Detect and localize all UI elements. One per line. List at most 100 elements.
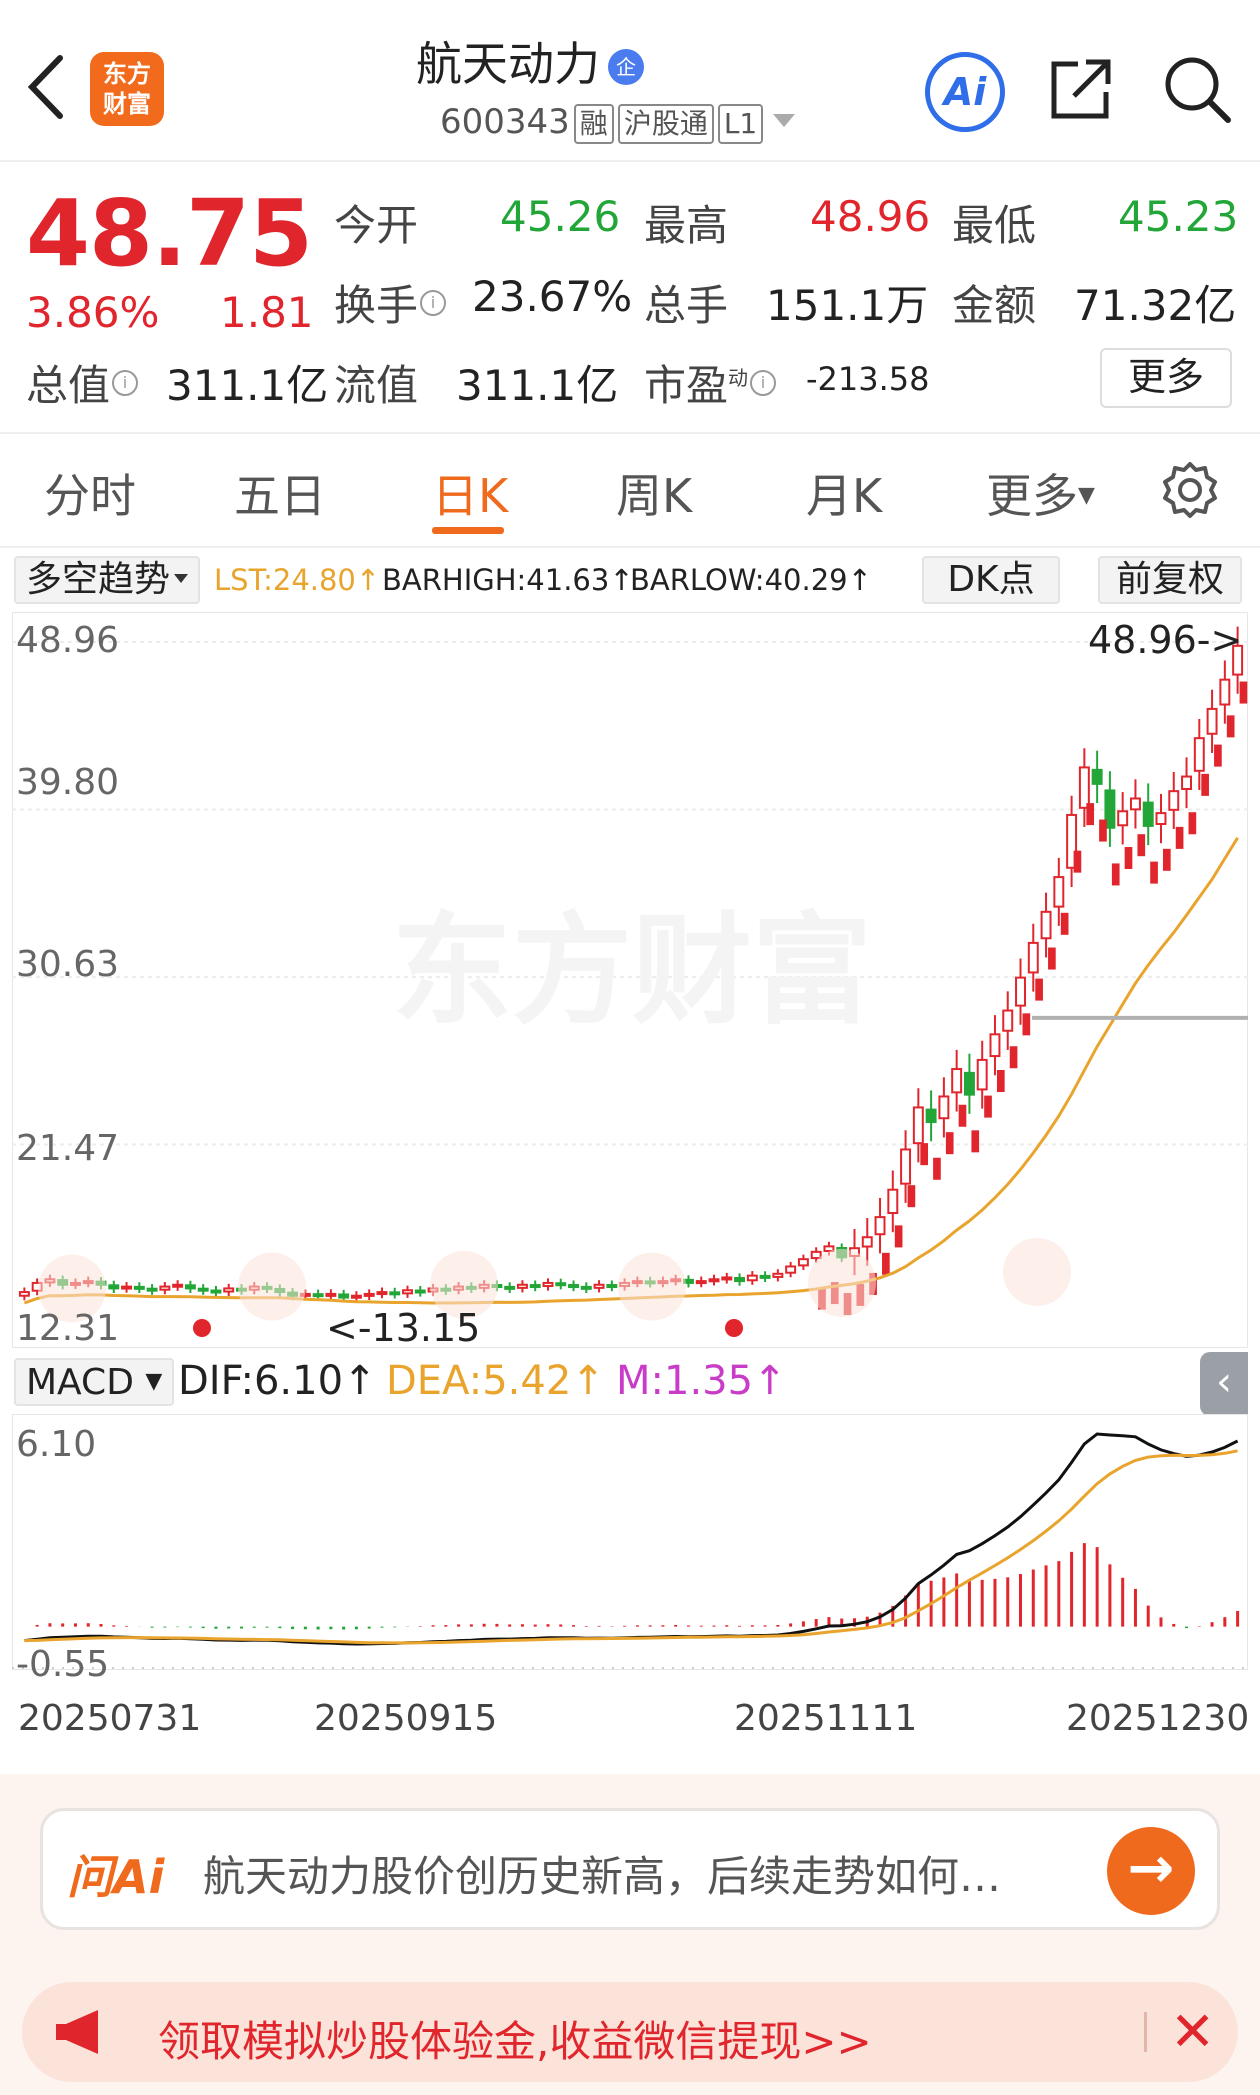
pe-label-text: 市盈 [644, 361, 729, 410]
change-percent: 3.86% [26, 288, 160, 337]
candle [580, 1285, 592, 1290]
m-value: M:1.35↑ [616, 1358, 787, 1404]
candle [695, 1280, 707, 1285]
adjust-button[interactable]: 前复权 [1098, 556, 1242, 604]
candle [389, 1291, 401, 1296]
x-tick: 20250915 [314, 1698, 498, 1739]
trend-marker [1060, 912, 1069, 935]
candle [1117, 810, 1129, 827]
candle [555, 1282, 567, 1287]
trend-marker [920, 1143, 929, 1166]
candle [1206, 707, 1218, 735]
logo-text-2: 财富 [103, 90, 151, 118]
megaphone-icon [56, 2010, 98, 2054]
trend-marker [971, 1130, 980, 1153]
info-icon[interactable]: i [112, 370, 139, 396]
open-value: 45.26 [500, 192, 621, 241]
current-price: 48.75 [26, 180, 313, 287]
tab-five-day[interactable]: 五日 [234, 469, 326, 523]
candle [1015, 976, 1026, 1007]
candle [887, 1188, 899, 1215]
app-logo: 东方 财富 [90, 52, 164, 126]
candle [734, 1276, 746, 1283]
candle [963, 1071, 975, 1096]
candle [989, 1033, 1001, 1058]
turnover-label-text: 换手 [334, 281, 419, 330]
tag-level: L1 [717, 104, 764, 144]
float-label: 流值 [334, 361, 419, 410]
info-icon[interactable]: i [420, 290, 447, 316]
close-icon[interactable]: ✕ [1170, 2000, 1216, 2063]
tab-daily-k[interactable]: 日K [432, 469, 509, 523]
candle [197, 1287, 209, 1292]
min-price-label: <-13.15 [326, 1306, 481, 1350]
barlow-value: BARLOW:40.29↑ [630, 563, 872, 597]
arrow-right-icon[interactable]: → [1107, 1827, 1195, 1915]
share-icon[interactable] [1048, 56, 1114, 122]
navigation-bubble [430, 1250, 498, 1319]
candle [1040, 910, 1052, 940]
candle [938, 1095, 950, 1120]
tab-monthly-k[interactable]: 月K [806, 469, 883, 523]
high-label: 最高 [644, 201, 729, 250]
logo-text-1: 东方 [103, 60, 151, 88]
dk-point-button[interactable]: DK点 [922, 556, 1060, 604]
x-tick: 20250731 [18, 1698, 202, 1739]
chevron-down-icon: ▼ [145, 1369, 163, 1394]
change-value: 1.81 [220, 288, 314, 337]
trend-marker [984, 1095, 992, 1118]
more-quote-button[interactable]: 更多 [1100, 348, 1232, 408]
y-tick: 12.31 [16, 1308, 120, 1349]
barhigh-value: BARHIGH:41.63↑ [382, 563, 634, 597]
indicator-name: 多空趋势 [26, 559, 171, 600]
indicator-select[interactable]: 多空趋势 [14, 556, 201, 604]
candle [912, 1106, 924, 1145]
float-value: 311.1亿 [456, 361, 619, 410]
chevron-down-icon [773, 114, 796, 127]
amount-value: 71.32亿 [1074, 281, 1237, 330]
promo-banner[interactable]: 领取模拟炒股体验金,收益微信提现>> ✕ [22, 1982, 1238, 2082]
ai-ask-logo: 问Ai [67, 1850, 165, 1904]
gear-icon[interactable] [1160, 460, 1220, 520]
macd-selector-label: MACD [26, 1362, 134, 1403]
candle [1193, 737, 1205, 772]
candle [146, 1287, 158, 1292]
ai-button[interactable]: Ai [925, 52, 1005, 132]
candle [1129, 797, 1141, 811]
candle [785, 1265, 797, 1274]
candle [376, 1291, 388, 1296]
trend-marker [958, 1104, 967, 1127]
kline-chart[interactable]: 东方财富 [12, 612, 1248, 1348]
search-icon[interactable] [1160, 52, 1232, 124]
navigation-bubble [1003, 1237, 1071, 1306]
collapse-panel-button[interactable]: ‹ [1200, 1352, 1248, 1416]
promo-text[interactable]: 领取模拟炒股体验金,收益微信提现>> [158, 2017, 872, 2066]
info-icon[interactable]: i [750, 370, 777, 396]
trend-marker [1035, 978, 1043, 1001]
candle [951, 1068, 963, 1094]
trend-marker [1201, 773, 1209, 796]
tab-intraday[interactable]: 分时 [44, 469, 136, 523]
trend-marker [1226, 715, 1235, 738]
stock-code-row[interactable]: 600343 融沪股通 L1 [440, 102, 1000, 144]
pe-value: -213.58 [806, 360, 930, 398]
ai-ask-box[interactable]: 问Ai 航天动力股价创历史新高，后续走势如何… → [40, 1808, 1220, 1930]
macd-select[interactable]: MACD ▼ [14, 1358, 175, 1406]
trend-marker [1022, 1013, 1031, 1036]
stock-title: 航天动力 [416, 37, 600, 91]
ai-ask-question[interactable]: 航天动力股价创历史新高，后续走势如何… [203, 1852, 1002, 1901]
candle [516, 1283, 528, 1289]
candle [797, 1258, 809, 1267]
back-icon[interactable] [26, 52, 66, 122]
open-label: 今开 [334, 201, 419, 250]
trend-marker [1137, 834, 1146, 857]
candle [350, 1294, 362, 1299]
candle [172, 1283, 184, 1288]
turnover-value: 23.67% [472, 272, 633, 321]
tab-weekly-k[interactable]: 周K [616, 469, 693, 523]
tab-more[interactable]: 更多▼ [986, 460, 1095, 526]
candle [1053, 876, 1065, 908]
dea-line [24, 1449, 1238, 1645]
stock-name: 航天动力企 [300, 28, 760, 94]
candle [759, 1274, 771, 1279]
